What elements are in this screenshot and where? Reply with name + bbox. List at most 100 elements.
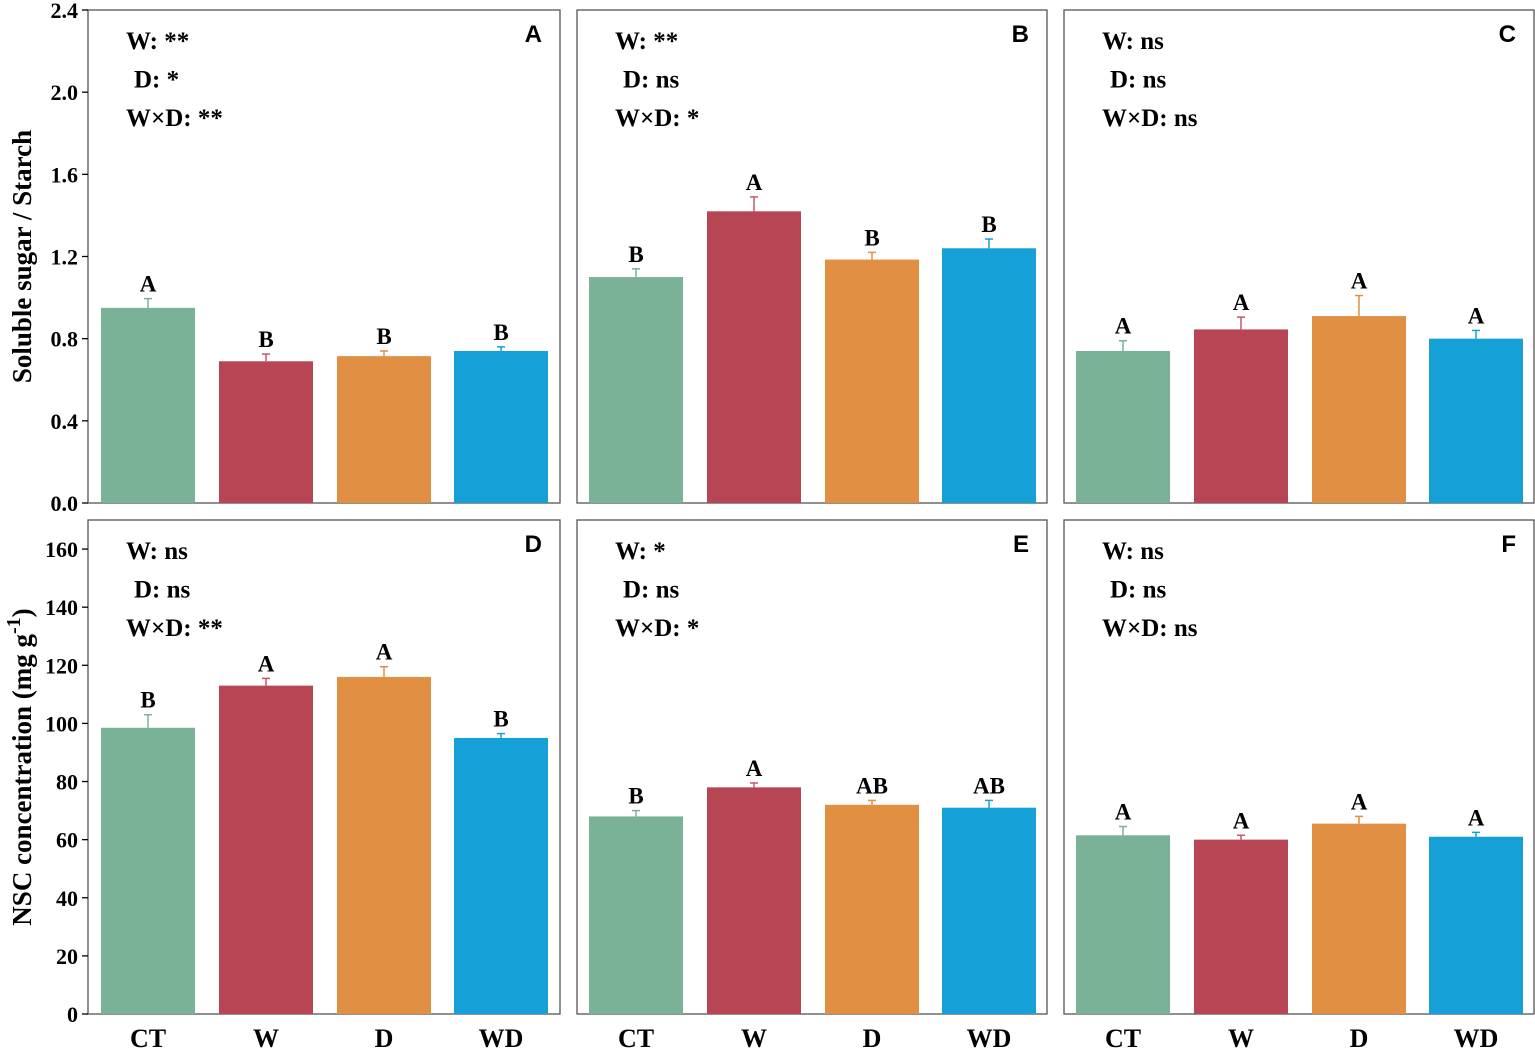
panel-b-sig-letter: B: [981, 212, 996, 237]
panel-b-sig-letter: A: [746, 170, 763, 195]
panel-d-ytick-label: 80: [56, 770, 78, 795]
panel-c-sig-letter: A: [1115, 314, 1132, 339]
panel-f-sig-letter: A: [1351, 789, 1368, 814]
panel-e-stat-line: W×D: *: [615, 615, 699, 642]
panel-c-sig-letter: A: [1233, 290, 1250, 315]
panel-d-stat-line: W×D: **: [126, 615, 223, 642]
panel-a-ytick-label: 2.4: [51, 0, 79, 23]
panel-d-bar-d: [337, 676, 431, 1014]
panel-a-bar-d: [337, 356, 431, 503]
panel-d-label: D: [525, 531, 542, 558]
panel-f-stat-line: W×D: ns: [1102, 615, 1198, 642]
panel-c-label: C: [1499, 21, 1516, 48]
panel-e-bar-ct: [589, 816, 683, 1014]
panel-e-xtick-label: W: [741, 1024, 767, 1050]
panel-f-bar-ct: [1076, 835, 1170, 1014]
panel-d-xtick-label: D: [375, 1024, 394, 1050]
panel-d-ytick-label: 20: [56, 944, 78, 969]
panel-e-sig-letter: B: [628, 784, 643, 809]
panel-f-label: F: [1501, 531, 1516, 558]
panel-a-sig-letter: B: [258, 327, 273, 352]
panel-a-label: A: [525, 21, 542, 48]
panel-f-xtick-label: WD: [1454, 1024, 1499, 1050]
panel-c-bar-w: [1194, 329, 1288, 503]
panel-a-sig-letter: A: [140, 272, 157, 297]
panel-e-frame: [576, 519, 1048, 1015]
panel-a-ytick-label: 0.0: [51, 491, 79, 516]
panel-d-ytick-label: 40: [56, 886, 78, 911]
panel-e-bar-d: [825, 804, 919, 1014]
panel-f-frame: [1063, 519, 1535, 1015]
panel-c-stat-line: D: ns: [1110, 67, 1167, 94]
panel-c-stat-line: W: ns: [1102, 28, 1164, 55]
panel-a-sig-letter: B: [376, 324, 391, 349]
panel-e-xtick-label: WD: [967, 1024, 1012, 1050]
panel-c-bar-wd: [1429, 338, 1523, 503]
panel-d-xtick-label: WD: [479, 1024, 524, 1050]
panel-d-stat-line: D: ns: [134, 577, 191, 604]
panel-d-xtick-label: W: [253, 1024, 279, 1050]
panel-b-bar-w: [707, 211, 801, 503]
panel-f-xtick-label: D: [1350, 1024, 1369, 1050]
panel-f-bar-d: [1312, 823, 1406, 1014]
panel-a-stat-line: D: *: [134, 67, 179, 94]
panel-f-bar-wd: [1429, 836, 1523, 1014]
panel-c: A A A A W: ns D: ns W×D: ns C: [1063, 9, 1535, 504]
panel-d-frame: [87, 519, 561, 1015]
panel-e-stat-line: D: ns: [623, 577, 680, 604]
panel-a-ylabel: Soluble sugar / Starch: [7, 130, 37, 383]
panel-b-stat-line: W: **: [615, 28, 678, 55]
panel-a-ytick-label: 2.0: [51, 80, 79, 105]
panel-d-ytick-label: 100: [45, 711, 78, 736]
panel-a-ytick-label: 1.6: [51, 162, 79, 187]
panel-a-stat-line: W×D: **: [126, 105, 223, 132]
panel-d-ylabel-end: ): [7, 608, 37, 617]
panel-b-bar-d: [825, 259, 919, 503]
panel-b-bar-ct: [589, 277, 683, 503]
panel-e-sig-letter: AB: [973, 773, 1005, 798]
panel-d-sig-letter: A: [258, 651, 275, 676]
panel-e-xtick-label: D: [863, 1024, 882, 1050]
panel-d-ytick-label: 120: [45, 653, 78, 678]
panel-d-ylabel-sup: -1: [3, 617, 25, 634]
panel-b-frame: [576, 9, 1048, 504]
panel-f-stat-line: D: ns: [1110, 577, 1167, 604]
panel-c-sig-letter: A: [1351, 269, 1368, 294]
panel-f-bar-w: [1194, 839, 1288, 1014]
panel-d-ytick-label: 0: [67, 1002, 78, 1027]
panel-c-stat-line: W×D: ns: [1102, 105, 1198, 132]
panel-a-ytick-label: 0.8: [51, 327, 79, 352]
panel-a-bar-w: [219, 361, 313, 503]
panel-a-bar-wd: [454, 350, 548, 503]
panel-f-sig-letter: A: [1115, 800, 1132, 825]
panel-d-sig-letter: B: [140, 688, 155, 713]
panel-b-bar-wd: [942, 248, 1036, 503]
panel-e-stat-line: W: *: [615, 538, 666, 565]
panel-c-frame: [1063, 9, 1535, 504]
panel-d-ytick-label: 60: [56, 828, 78, 853]
panel-a-ytick-label: 1.2: [51, 245, 79, 270]
panel-d-bar-w: [219, 685, 313, 1014]
panel-b-stat-line: W×D: *: [615, 105, 699, 132]
panel-c-bar-ct: [1076, 350, 1170, 503]
panel-b: B A B B W: ** D: ns W×D: * B: [576, 9, 1048, 504]
panel-e-label: E: [1013, 531, 1029, 558]
panel-f-stat-line: W: ns: [1102, 538, 1164, 565]
panel-b-stat-line: D: ns: [623, 67, 680, 94]
panel-d: 0 20 40 60 80 100 120 140 160 NSC concentration (…: [3, 519, 561, 1053]
panel-f-xtick-label: CT: [1105, 1024, 1141, 1050]
panel-d-stat-line: W: ns: [126, 538, 188, 565]
panel-b-sig-letter: B: [864, 225, 879, 250]
panel-d-sig-letter: A: [376, 640, 393, 665]
panel-c-sig-letter: A: [1468, 303, 1485, 328]
panel-f-xtick-label: W: [1228, 1024, 1254, 1050]
panel-e-sig-letter: AB: [856, 773, 888, 798]
panel-d-sig-letter: B: [493, 707, 508, 732]
panel-d-ytick-label: 140: [45, 595, 78, 620]
panel-e-sig-letter: A: [746, 756, 763, 781]
panel-f-sig-letter: A: [1468, 805, 1485, 830]
